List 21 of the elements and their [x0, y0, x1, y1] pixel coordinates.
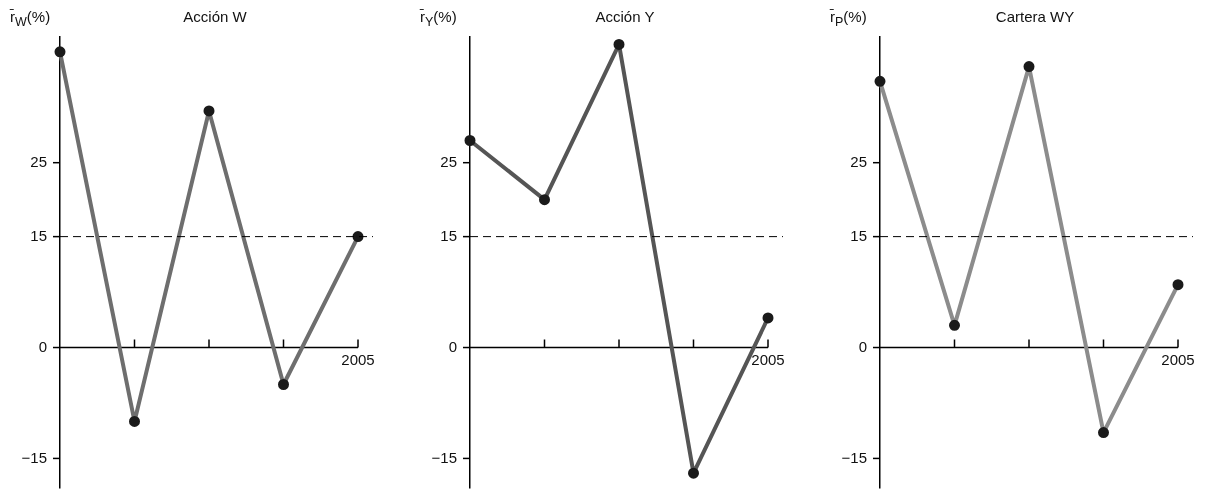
- y-tick-label: 0: [858, 337, 867, 355]
- y-tick-label: 0: [38, 337, 47, 355]
- y-tick-label: −15: [21, 448, 47, 466]
- y-axis-title: r̄$_{Y}$(%): [420, 8, 457, 29]
- y-tick-label: 15: [30, 226, 47, 244]
- y-tick-label: 25: [850, 152, 867, 170]
- x-tick-label: 2005: [341, 351, 375, 369]
- y-axis-title: r̄$_{P}$(%): [830, 8, 867, 29]
- y-tick-label: 25: [440, 152, 457, 170]
- chart-title: Acción W: [183, 8, 247, 25]
- y-tick-label: 25: [30, 152, 47, 170]
- y-axis-title: r̄$_{W}$(%): [10, 8, 51, 29]
- x-tick-label: 2005: [1161, 351, 1195, 369]
- y-tick-label: 0: [448, 337, 457, 355]
- chart-title: Cartera WY: [995, 8, 1075, 25]
- x-tick-label: 2005: [751, 351, 785, 369]
- y-tick-label: 15: [440, 226, 457, 244]
- chart-title: Acción Y: [595, 8, 655, 25]
- y-tick-label: −15: [841, 448, 867, 466]
- y-tick-label: 15: [850, 226, 867, 244]
- y-tick-label: −15: [431, 448, 457, 466]
